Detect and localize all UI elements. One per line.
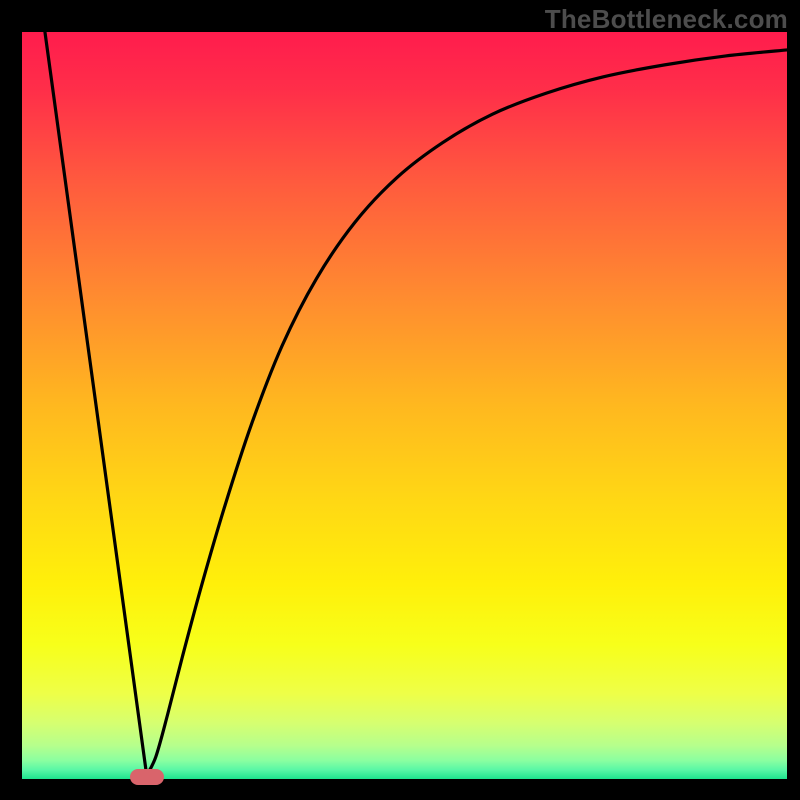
plot-area [22,32,787,779]
figure-root: TheBottleneck.com [0,0,800,800]
min-marker [130,769,164,785]
watermark-text: TheBottleneck.com [545,4,788,35]
plot-svg [22,32,787,779]
